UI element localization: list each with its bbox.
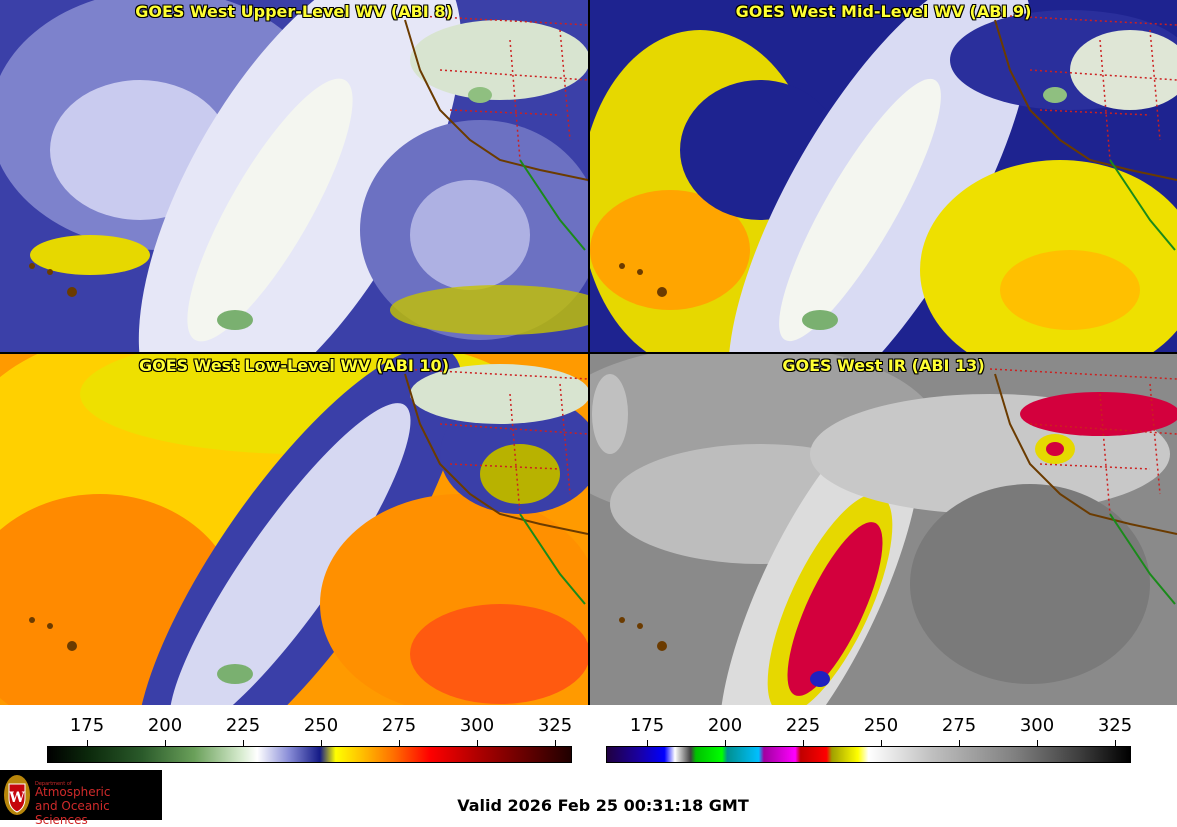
valid-time: Valid 2026 Feb 25 00:31:18 GMT [457, 796, 749, 815]
wv-tick-label: 300 [459, 715, 495, 736]
wv-tick-label: 250 [303, 715, 339, 736]
wv-colorbar-gradient [47, 746, 572, 763]
panel-title: GOES West Low-Level WV (ABI 10) [138, 356, 449, 375]
ir-tick-label: 300 [1019, 715, 1055, 736]
ir-tick-label: 200 [707, 715, 743, 736]
logo-dept-text: Department of [35, 781, 72, 787]
wv-tick-label: 175 [69, 715, 105, 736]
wv-tick-label: 275 [381, 715, 417, 736]
wv-upper-image [0, 0, 588, 352]
ir-tick-label: 325 [1097, 715, 1133, 736]
panel-mid-level-wv: GOES West Mid-Level WV (ABI 9) [590, 0, 1177, 352]
ir-image [590, 354, 1177, 705]
wv-tick-label: 325 [537, 715, 573, 736]
ir-tick-label: 275 [941, 715, 977, 736]
panel-divider-horizontal [0, 352, 1177, 354]
ir-tick-label: 175 [629, 715, 665, 736]
svg-text:W: W [8, 790, 25, 806]
panel-title: GOES West Upper-Level WV (ABI 8) [135, 2, 453, 21]
ir-tick-label: 250 [863, 715, 899, 736]
panel-low-level-wv: GOES West Low-Level WV (ABI 10) [0, 354, 588, 705]
logo-name-line1: Atmospheric [35, 785, 111, 799]
uw-crest-icon: W [4, 775, 30, 815]
wv-tick-label: 225 [225, 715, 261, 736]
panel-title: GOES West Mid-Level WV (ABI 9) [735, 2, 1032, 21]
wv-low-image [0, 354, 588, 705]
panel-upper-level-wv: GOES West Upper-Level WV (ABI 8) [0, 0, 588, 352]
panel-ir: GOES West IR (ABI 13) [590, 354, 1177, 705]
wv-tick-label: 200 [147, 715, 183, 736]
panel-title: GOES West IR (ABI 13) [782, 356, 985, 375]
ir-colorbar-gradient [606, 746, 1131, 763]
ir-tick-label: 225 [785, 715, 821, 736]
wv-mid-image [590, 0, 1177, 352]
